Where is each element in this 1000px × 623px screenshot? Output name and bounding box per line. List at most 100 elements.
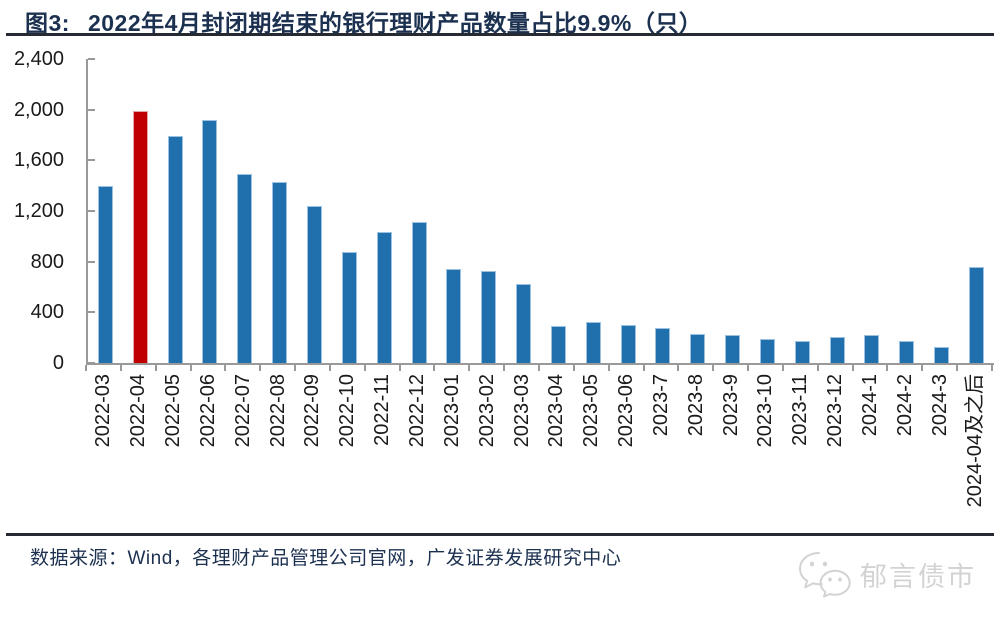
x-axis-label: 2024-2 — [893, 374, 916, 437]
x-label-slot: 2022-12 — [400, 372, 435, 530]
plot-area — [86, 58, 994, 365]
x-axis-label: 2022-05 — [162, 374, 185, 448]
bar-slot — [367, 59, 402, 363]
x-label-slot: 2023-10 — [748, 372, 783, 530]
x-label-slot: 2022-07 — [225, 372, 260, 530]
x-tick — [538, 365, 540, 371]
x-axis-label: 2024-3 — [928, 374, 951, 437]
x-label-slot: 2023-04 — [539, 372, 574, 530]
x-label-slot: 2024-04及之后 — [957, 372, 992, 530]
x-axis-label: 2022-04 — [127, 374, 150, 448]
x-tick — [259, 365, 262, 371]
x-axis-label: 2024-04及之后 — [963, 374, 986, 508]
x-axis-label: 2022-07 — [231, 374, 254, 448]
x-label-slot: 2023-05 — [574, 372, 609, 530]
y-tick — [88, 260, 95, 263]
bar-slot — [436, 59, 471, 363]
y-axis-label: 800 — [30, 250, 64, 273]
bar-2022-04 — [132, 110, 148, 363]
x-axis-label: 2023-7 — [649, 374, 672, 437]
x-label-slot: 2023-02 — [469, 372, 504, 530]
bar-2023-02 — [481, 271, 497, 363]
bar-2023-03 — [516, 283, 532, 363]
bar-slot — [959, 59, 994, 363]
x-axis-label: 2023-01 — [440, 374, 463, 448]
x-axis-label: 2022-10 — [336, 374, 359, 448]
x-axis-label: 2022-06 — [196, 374, 219, 448]
y-axis-label: 0 — [52, 352, 64, 374]
y-axis-label: 2,000 — [13, 98, 64, 121]
x-axis-label: 2022-09 — [301, 374, 324, 448]
x-tick — [189, 365, 192, 371]
x-tick — [607, 365, 610, 371]
x-label-slot: 2024-2 — [887, 372, 922, 530]
y-axis-label: 1,600 — [13, 149, 64, 172]
x-tick — [154, 365, 157, 371]
bar-2024-3 — [934, 347, 950, 363]
x-tick — [224, 365, 227, 371]
x-tick — [503, 365, 506, 371]
x-tick — [921, 365, 924, 371]
y-tick — [88, 159, 95, 162]
bar-2023-9 — [725, 335, 741, 363]
y-tick — [88, 108, 95, 111]
x-label-slot: 2022-06 — [191, 372, 226, 530]
x-tick — [747, 365, 750, 371]
x-axis-label: 2023-11 — [789, 374, 812, 446]
x-axis-labels: 2022-03 2022-04 2022-05 2022-06 2022-07 2022-… — [86, 372, 992, 530]
bar-slot — [402, 59, 437, 363]
bar-slot — [576, 59, 611, 363]
bar-slot — [646, 59, 681, 363]
x-tick — [816, 365, 819, 371]
x-tick — [991, 365, 993, 371]
bar-slot — [750, 59, 785, 363]
bar-slot — [680, 59, 715, 363]
title-divider — [6, 33, 994, 36]
x-tick — [642, 365, 645, 371]
x-tick — [433, 365, 436, 371]
x-axis-label: 2024-1 — [858, 374, 881, 437]
x-axis-label: 2023-02 — [475, 374, 498, 448]
x-label-slot: 2023-11 — [783, 372, 818, 530]
x-tick — [712, 365, 715, 371]
footer-divider — [6, 533, 994, 536]
x-axis-label: 2022-11 — [371, 374, 394, 446]
x-tick — [85, 365, 87, 371]
bar-2022-12 — [411, 221, 427, 363]
bar-slot — [123, 59, 158, 363]
x-label-slot: 2022-09 — [295, 372, 330, 530]
bar-slot — [262, 59, 297, 363]
y-axis-labels: 0 400 800 1,200 1,600 2,000 2,400 — [0, 49, 64, 373]
x-label-slot: 2023-8 — [678, 372, 713, 530]
x-label-slot: 2022-04 — [121, 372, 156, 530]
x-axis-ticks — [85, 365, 993, 371]
x-label-slot: 2023-9 — [713, 372, 748, 530]
bar-2022-05 — [167, 136, 183, 363]
x-label-slot: 2024-1 — [853, 372, 888, 530]
bar-2023-12 — [829, 337, 845, 363]
bar-slot — [227, 59, 262, 363]
x-tick — [851, 365, 854, 371]
figure-number: 图3: — [25, 10, 70, 36]
bar-2022-10 — [341, 252, 357, 363]
bar-slot — [611, 59, 646, 363]
x-label-slot: 2023-03 — [504, 372, 539, 530]
y-axis-label: 1,200 — [13, 200, 64, 222]
bar-2022-07 — [237, 173, 253, 363]
y-axis-label: 2,400 — [13, 48, 64, 70]
bar-slot — [332, 59, 367, 363]
bar-2022-08 — [272, 181, 288, 363]
bar-2022-11 — [376, 231, 392, 363]
data-source: 数据来源：Wind，各理财产品管理公司官网，广发证券发展研究中心 — [30, 548, 622, 569]
bar-slot — [715, 59, 750, 363]
x-tick — [328, 365, 331, 371]
bar-2022-03 — [97, 185, 113, 363]
bar-slot — [506, 59, 541, 363]
x-label-slot: 2023-01 — [434, 372, 469, 530]
x-axis-label: 2023-10 — [754, 374, 777, 448]
x-label-slot: 2022-03 — [86, 372, 121, 530]
x-label-slot: 2023-06 — [609, 372, 644, 530]
x-axis-label: 2023-9 — [719, 374, 742, 437]
bar-2022-09 — [306, 205, 322, 363]
x-tick — [398, 365, 401, 371]
